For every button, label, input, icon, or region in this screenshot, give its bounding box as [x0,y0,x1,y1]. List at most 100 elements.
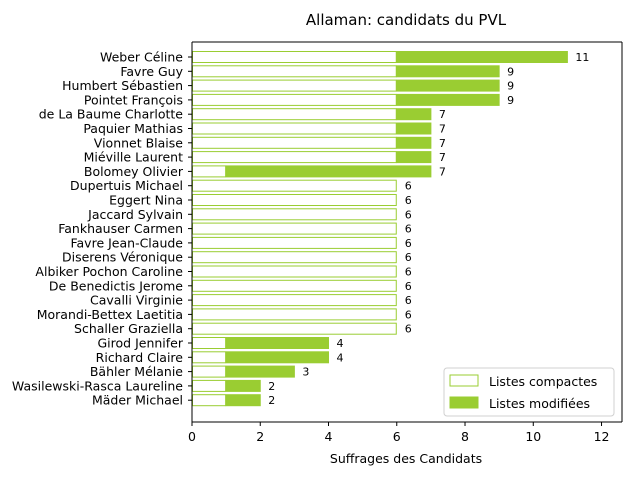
bar-listes-compactes [192,151,397,164]
category-label: Diserens Véronique [62,250,183,265]
bar-listes-modifiees [396,65,500,78]
x-tick-label: 0 [188,429,196,444]
bar-listes-compactes [192,179,397,192]
bar-listes-compactes [192,337,227,349]
category-label: Paquier Mathias [83,121,183,136]
bar-listes-modifiees [396,122,432,135]
x-tick-label: 4 [325,429,333,444]
value-label: 9 [507,80,514,93]
bar-listes-compactes [192,93,397,106]
value-label: 6 [405,323,412,336]
legend-swatch-modifiees [449,396,479,409]
category-label: Pointet François [84,92,183,107]
legend-label-compactes: Listes compactes [489,374,597,389]
value-label: 6 [405,194,412,207]
bar-listes-compactes [192,365,227,378]
value-label: 2 [268,380,275,393]
bar-listes-modifiees [396,79,500,92]
bar-listes-compactes [192,65,397,78]
category-label: Favre Guy [120,64,183,79]
bar-listes-compactes [192,322,397,335]
bar-listes-modifiees [396,108,432,121]
category-label: Favre Jean-Claude [70,235,183,250]
x-tick-label: 8 [461,429,469,444]
bar-listes-compactes [192,294,397,307]
value-label: 6 [405,280,412,293]
value-label: 11 [575,51,589,64]
category-label: Girod Jennifer [97,336,183,351]
value-label: 6 [405,294,412,307]
bar-listes-compactes [192,236,397,249]
bar-listes-modifiees [225,365,295,378]
category-label: Weber Céline [100,50,183,65]
bars-group [192,51,568,407]
bar-listes-compactes [192,122,397,135]
value-label: 9 [507,94,514,107]
bar-listes-compactes [192,308,397,321]
value-label: 7 [439,137,446,150]
category-label: Humbert Sébastien [62,78,183,93]
bar-listes-compactes [192,222,397,235]
bar-listes-modifiees [225,379,261,392]
category-label: Bähler Mélanie [90,364,183,379]
category-label: Vionnet Blaise [94,135,184,150]
x-ticks: 0 2 4 6 8 10 12 [188,422,609,444]
category-label: Morandi-Bettex Laetitia [37,307,183,322]
bar-listes-modifiees [396,136,432,149]
chart-title: Allaman: candidats du PVL [306,11,507,29]
bar-listes-compactes [192,251,397,264]
bar-listes-compactes [192,394,227,407]
bar-listes-modifiees [225,351,330,364]
value-label: 7 [439,151,446,164]
category-label: Dupertuis Michael [70,178,183,193]
category-label: Albiker Pochon Caroline [35,264,183,279]
bar-listes-modifiees [225,394,261,407]
bar-listes-compactes [192,194,397,206]
value-label: 6 [405,223,412,236]
bar-listes-modifiees [225,165,432,178]
bar-listes-compactes [192,51,397,63]
bar-listes-compactes [192,108,397,121]
value-label: 7 [439,165,446,178]
value-label: 6 [405,180,412,193]
bar-listes-compactes [192,165,227,178]
category-label: Richard Claire [96,350,184,365]
value-label: 6 [405,266,412,279]
bar-listes-modifiees [225,337,330,349]
category-label: Fankhauser Carmen [58,221,183,236]
x-axis-label: Suffrages des Candidats [330,451,482,466]
bar-listes-modifiees [396,93,500,106]
value-label: 6 [405,208,412,221]
bar-listes-compactes [192,79,397,92]
x-tick-label: 2 [256,429,264,444]
category-label: Cavalli Virginie [90,293,183,308]
x-tick-label: 10 [525,429,541,444]
bar-listes-compactes [192,351,227,364]
category-label: de La Baume Charlotte [39,107,184,122]
value-label: 6 [405,308,412,321]
category-label: Eggert Nina [109,193,183,208]
category-label: De Benedictis Jerome [49,278,183,293]
legend-swatch-compactes [449,374,479,387]
category-label: Mäder Michael [92,393,183,408]
value-label: 6 [405,237,412,250]
bar-listes-modifiees [396,151,432,164]
value-label: 9 [507,65,514,78]
value-label: 7 [439,108,446,121]
legend-label-modifiees: Listes modifiées [489,396,590,411]
bar-listes-compactes [192,379,227,392]
value-label: 6 [405,251,412,264]
x-tick-label: 12 [594,429,610,444]
bar-listes-compactes [192,265,397,278]
x-tick-label: 6 [393,429,401,444]
bar-listes-compactes [192,136,397,149]
value-label: 3 [302,366,309,379]
category-label: Schaller Graziella [74,321,183,336]
bar-listes-modifiees [396,51,568,63]
category-label: Jaccard Sylvain [87,207,183,222]
category-label: Wasilewski-Rasca Laureline [12,378,183,393]
value-label: 4 [337,337,344,350]
